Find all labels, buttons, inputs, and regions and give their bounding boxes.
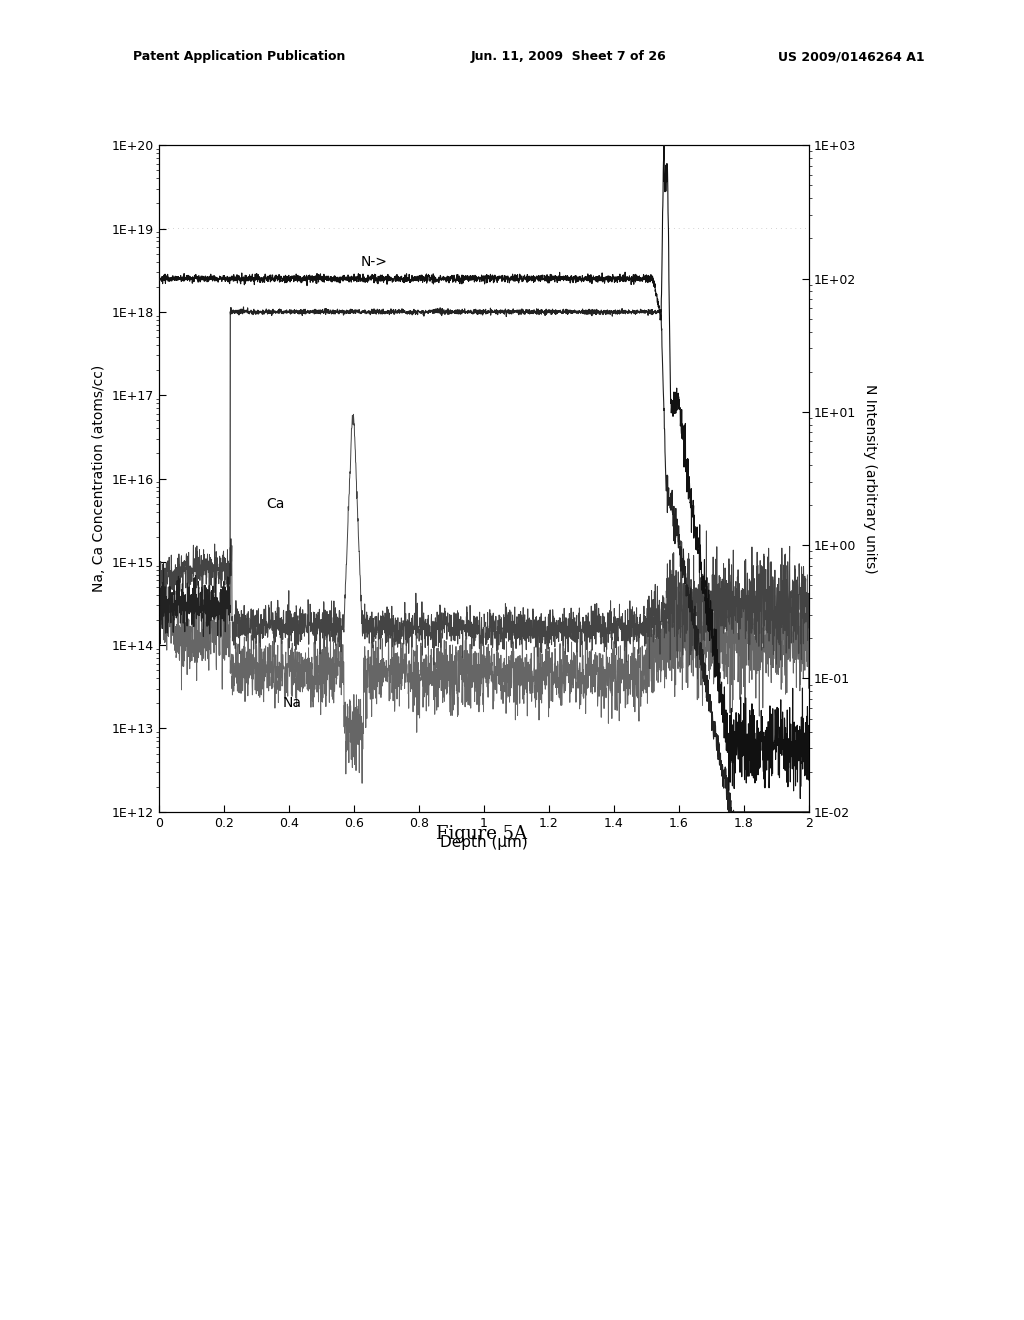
Y-axis label: Na, Ca Concentration (atoms/cc): Na, Ca Concentration (atoms/cc) <box>92 364 106 593</box>
Text: Ca: Ca <box>266 496 285 511</box>
X-axis label: Depth (μm): Depth (μm) <box>440 836 527 850</box>
Text: Figure 5A: Figure 5A <box>436 825 526 843</box>
Text: Jun. 11, 2009  Sheet 7 of 26: Jun. 11, 2009 Sheet 7 of 26 <box>471 50 667 63</box>
Text: Patent Application Publication: Patent Application Publication <box>133 50 345 63</box>
Text: Na: Na <box>283 697 301 710</box>
Text: US 2009/0146264 A1: US 2009/0146264 A1 <box>778 50 925 63</box>
Text: N->: N-> <box>360 255 387 269</box>
Y-axis label: N Intensity (arbitrary units): N Intensity (arbitrary units) <box>863 384 877 573</box>
